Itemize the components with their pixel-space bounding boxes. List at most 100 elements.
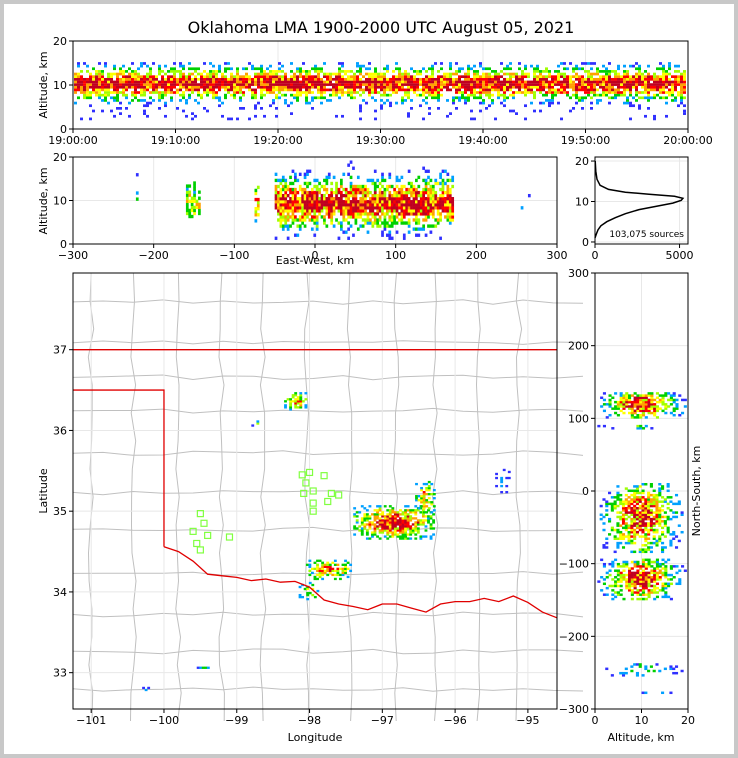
density-cell (290, 101, 293, 105)
density-cell (500, 85, 503, 89)
density-cell (119, 107, 122, 110)
density-cell (587, 62, 590, 65)
density-cell (311, 80, 314, 84)
density-cell (416, 72, 419, 76)
density-cell (170, 70, 173, 73)
density-cell (373, 525, 377, 528)
density-cell (301, 218, 305, 222)
density-cell (437, 88, 440, 92)
density-cell (359, 209, 363, 213)
density-cell (347, 85, 350, 89)
density-cell (354, 197, 358, 201)
density-cell (551, 75, 554, 79)
density-cell (361, 197, 365, 201)
density-cell (600, 396, 604, 400)
density-cell (647, 589, 651, 592)
density-cell (644, 515, 648, 519)
density-cell (320, 203, 324, 207)
density-cell (677, 77, 680, 81)
density-cell (193, 190, 196, 194)
density-cell (407, 93, 410, 97)
lma-station-marker (309, 487, 317, 495)
density-cell (650, 411, 654, 415)
density-cell (317, 80, 320, 84)
density-cell (449, 72, 452, 76)
density-cell (383, 83, 386, 86)
density-cell (218, 83, 221, 86)
density-cell (616, 407, 620, 410)
density-cell (107, 101, 110, 105)
density-cell (644, 576, 648, 579)
density-cell (338, 85, 341, 89)
density-cell (653, 85, 656, 89)
density-cell (635, 83, 638, 86)
density-cell (113, 114, 116, 118)
density-cell (635, 485, 640, 488)
density-cell (419, 206, 423, 210)
density-cell (323, 178, 326, 183)
density-cell (662, 91, 665, 94)
x-tick-label: −98 (298, 714, 321, 727)
density-cell (548, 99, 551, 102)
density-cell (641, 398, 646, 402)
density-cell (347, 197, 350, 201)
density-cell (95, 72, 98, 76)
density-cell (641, 586, 646, 590)
density-cell (425, 505, 429, 508)
density-cell (605, 576, 609, 579)
density-cell (639, 580, 643, 583)
density-cell (95, 75, 98, 79)
density-cell (614, 405, 618, 408)
density-cell (298, 595, 302, 599)
density-cell (398, 80, 401, 84)
density-cell (647, 498, 651, 501)
density-cell (179, 64, 182, 68)
density-cell (313, 206, 317, 210)
density-cell (305, 72, 308, 76)
density-cell (359, 64, 362, 68)
density-cell (621, 520, 626, 523)
density-cell (279, 224, 283, 228)
east-west-xlabel: East-West, km (276, 254, 354, 267)
density-cell (323, 91, 326, 94)
density-cell (354, 193, 358, 198)
density-cell (641, 506, 645, 510)
density-cell (644, 400, 648, 404)
density-cell (306, 206, 309, 210)
density-cell (653, 413, 657, 417)
county-line (72, 340, 584, 345)
density-cell (424, 218, 428, 222)
density-cell (494, 117, 497, 121)
density-cell (185, 88, 188, 92)
density-cell (313, 178, 317, 183)
density-cell (647, 75, 650, 79)
density-cell (354, 215, 358, 219)
density-cell (254, 77, 257, 81)
density-cell (404, 535, 408, 538)
density-cell (652, 537, 656, 540)
density-cell (242, 77, 245, 81)
density-cell (354, 218, 358, 222)
density-cell (197, 91, 200, 94)
y-tick-label: −300 (559, 703, 589, 716)
density-cell (320, 93, 323, 97)
density-cell (584, 91, 587, 94)
density-cell (485, 91, 488, 94)
lma-station-marker (302, 479, 310, 487)
density-cell (330, 190, 334, 195)
density-cell (641, 394, 646, 397)
density-cell (664, 392, 668, 395)
density-cell (310, 187, 314, 192)
density-cell (448, 197, 452, 201)
density-cell (467, 99, 470, 102)
density-cell (422, 193, 426, 198)
density-cell (388, 197, 392, 201)
density-cell (619, 400, 623, 404)
density-cell (404, 99, 407, 102)
density-cell (473, 64, 476, 68)
density-cell (131, 77, 134, 81)
density-cell (415, 200, 418, 204)
density-cell (355, 511, 359, 514)
density-cell (281, 88, 284, 92)
density-cell (155, 85, 158, 89)
